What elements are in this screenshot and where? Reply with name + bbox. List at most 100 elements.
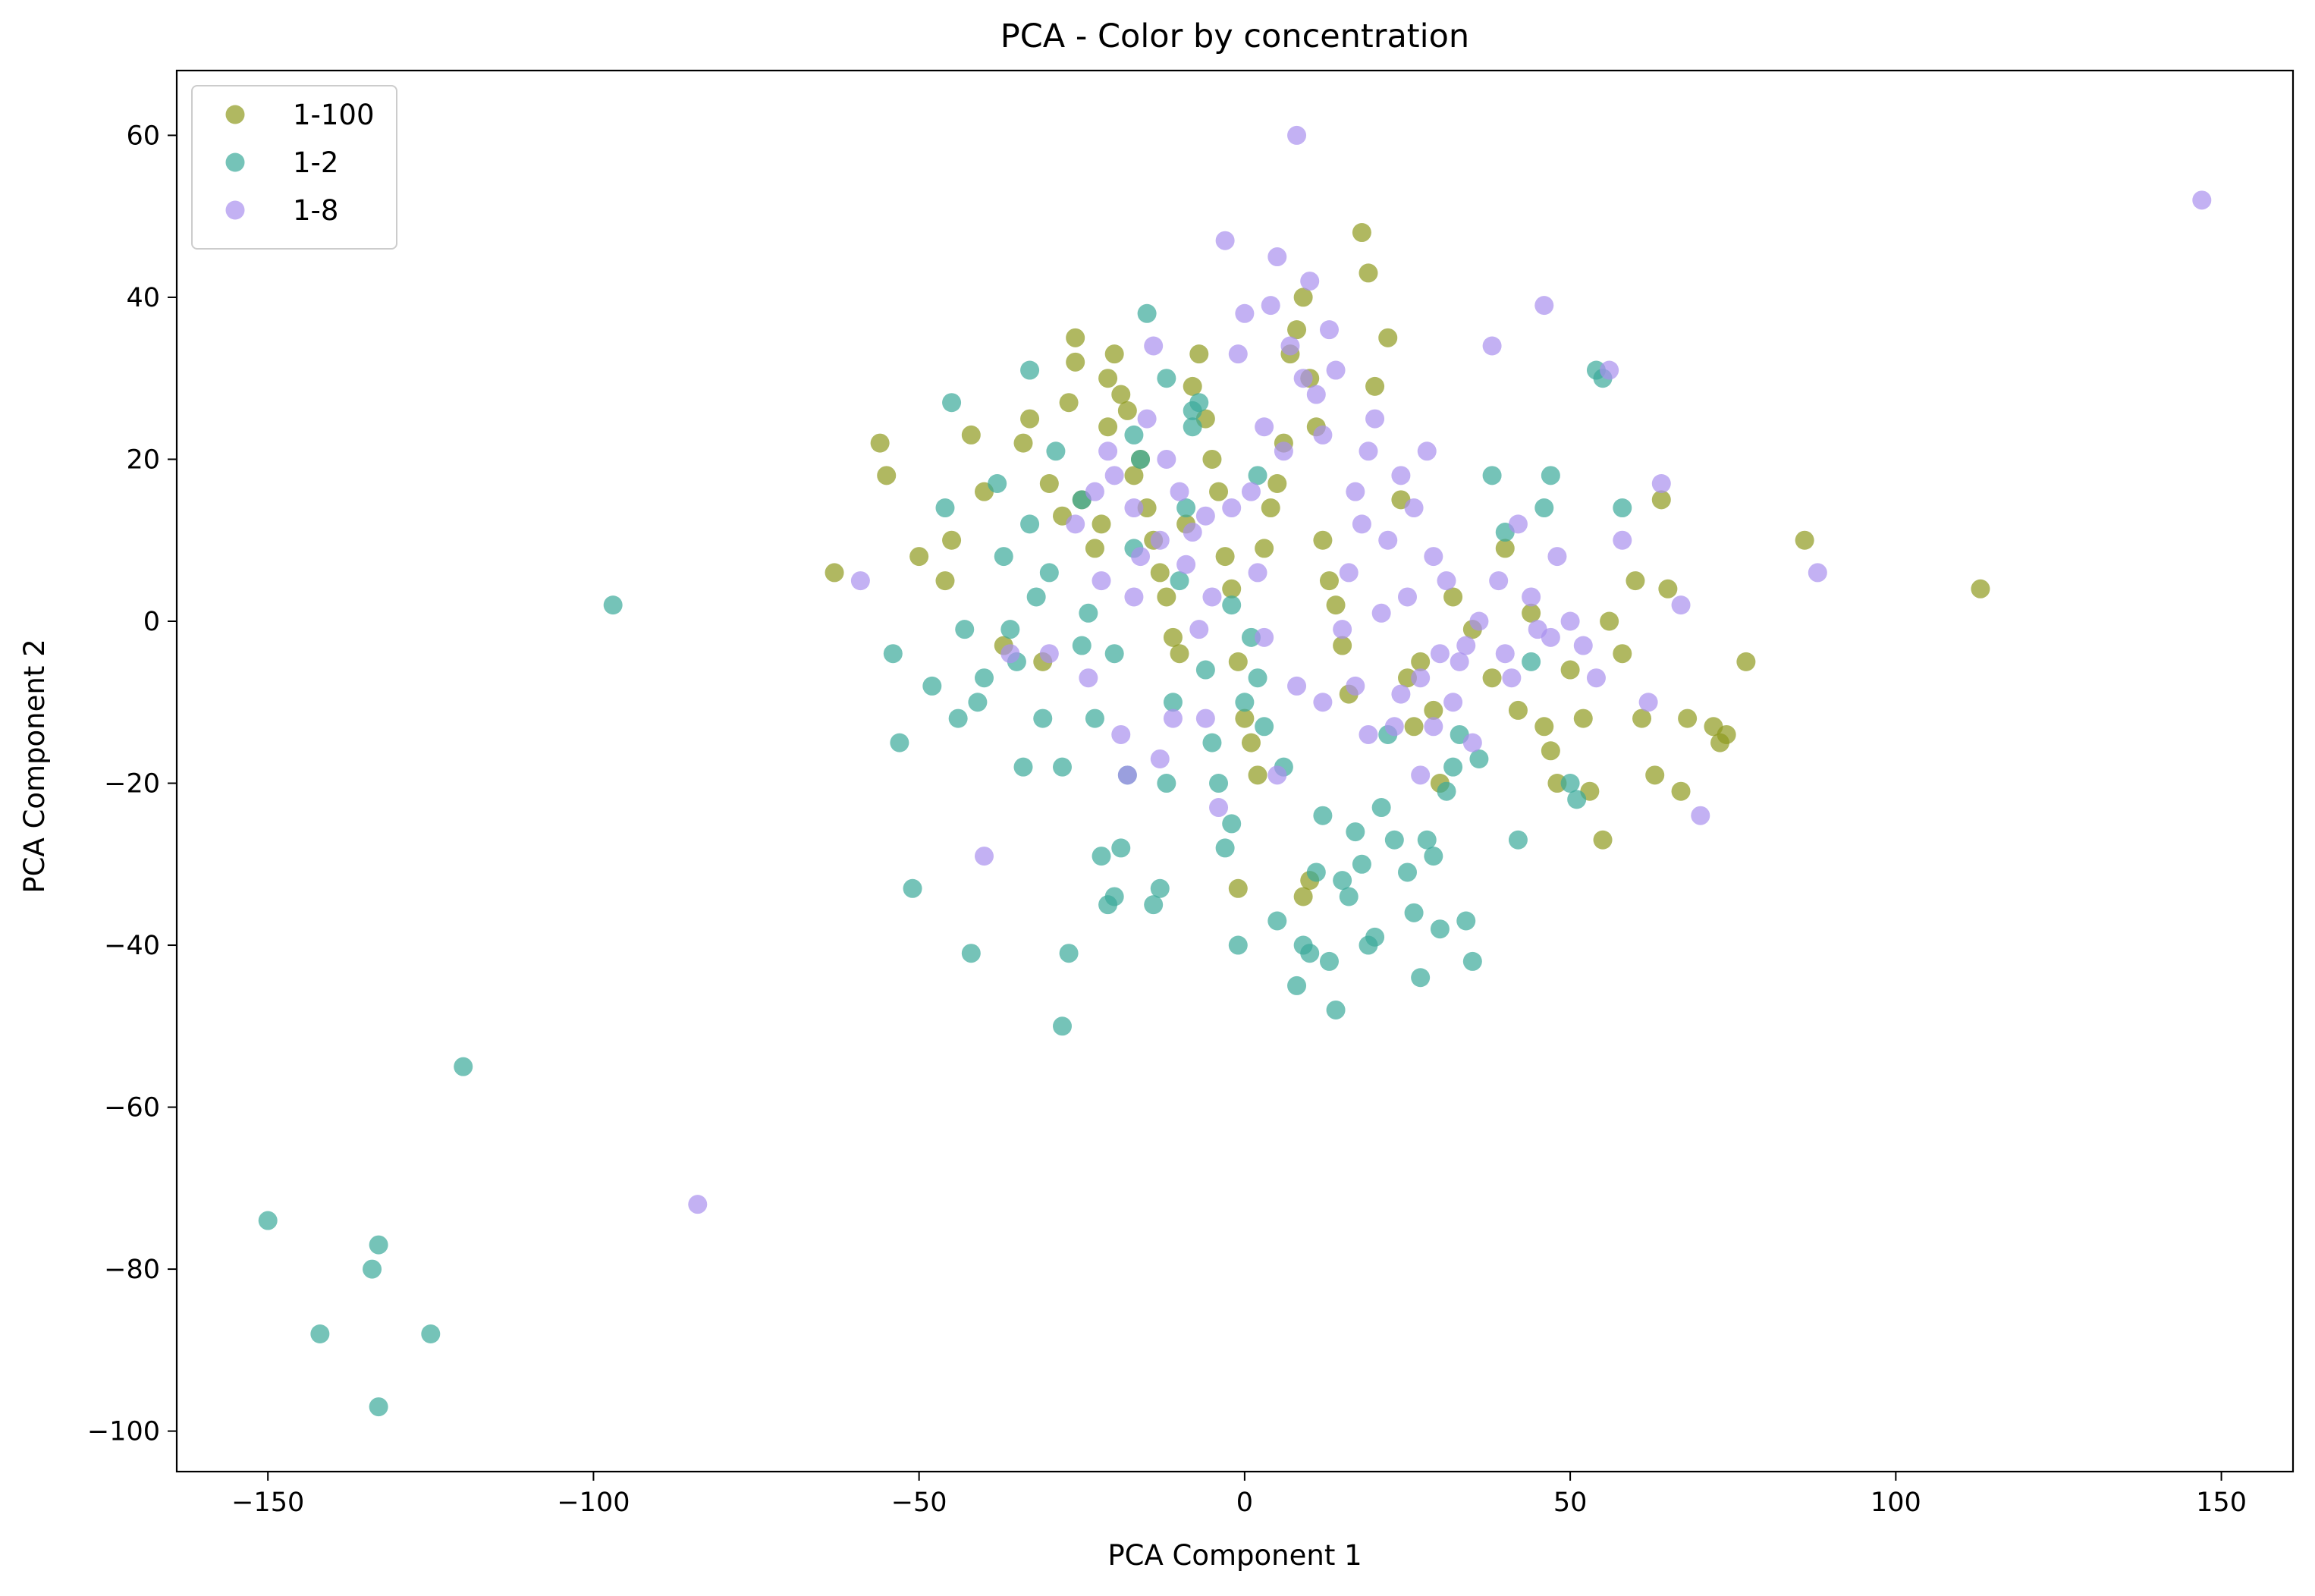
data-point xyxy=(1287,676,1307,696)
data-point xyxy=(1391,466,1411,485)
data-point xyxy=(922,676,942,696)
data-point xyxy=(1371,603,1391,623)
data-point xyxy=(1378,328,1398,347)
data-point xyxy=(1228,935,1248,955)
data-point xyxy=(1092,847,1111,866)
data-point xyxy=(1235,303,1255,323)
data-point xyxy=(1000,644,1020,664)
data-point xyxy=(1346,482,1365,501)
data-point xyxy=(1163,708,1183,728)
data-point xyxy=(1560,611,1580,631)
data-point xyxy=(974,847,994,866)
data-point xyxy=(1124,466,1144,485)
data-point xyxy=(1085,482,1104,501)
data-point xyxy=(1469,749,1489,768)
data-point xyxy=(1228,652,1248,671)
data-point xyxy=(1489,571,1509,591)
data-point xyxy=(1104,466,1124,485)
x-tick-label: −50 xyxy=(891,1488,947,1518)
data-point xyxy=(1157,587,1176,607)
data-point xyxy=(1215,231,1235,250)
data-point xyxy=(1397,587,1417,607)
data-point xyxy=(1560,774,1580,793)
data-point xyxy=(1222,498,1242,518)
data-point xyxy=(1613,498,1632,518)
data-point xyxy=(1124,587,1144,607)
data-point xyxy=(968,693,988,712)
data-point xyxy=(877,466,897,485)
data-point xyxy=(1255,539,1274,558)
data-point xyxy=(1547,774,1567,793)
data-point xyxy=(1313,806,1333,825)
data-point xyxy=(1183,417,1202,437)
y-tick-label: 20 xyxy=(126,445,160,475)
data-point xyxy=(1255,717,1274,737)
data-point xyxy=(1079,668,1098,688)
data-point xyxy=(1066,514,1085,534)
data-point xyxy=(850,571,870,591)
data-point xyxy=(1443,693,1463,712)
data-point xyxy=(1404,903,1424,922)
data-point xyxy=(1359,441,1378,461)
data-point xyxy=(1241,733,1261,752)
data-point xyxy=(2192,190,2212,210)
data-point xyxy=(1651,473,1671,493)
data-point xyxy=(1456,636,1476,655)
data-point xyxy=(1417,830,1437,850)
data-point xyxy=(1020,360,1040,380)
data-point xyxy=(1222,814,1242,834)
data-point xyxy=(688,1195,708,1214)
data-point xyxy=(1613,530,1632,550)
data-point xyxy=(1613,644,1632,664)
data-point xyxy=(1274,441,1293,461)
data-point xyxy=(1261,296,1280,316)
data-point xyxy=(903,878,922,898)
data-point xyxy=(1319,571,1339,591)
data-point xyxy=(1443,757,1463,777)
data-point xyxy=(1534,296,1554,316)
x-tick-label: 50 xyxy=(1553,1488,1588,1518)
data-point xyxy=(1111,385,1131,404)
data-point xyxy=(1541,741,1560,761)
legend-marker xyxy=(225,200,245,220)
data-point xyxy=(1111,724,1131,744)
data-point xyxy=(1183,376,1202,396)
data-point xyxy=(1971,579,1990,598)
data-point xyxy=(1522,603,1541,623)
data-point xyxy=(603,595,623,615)
data-point xyxy=(1209,482,1229,501)
data-point xyxy=(1469,611,1489,631)
y-tick-label: 40 xyxy=(126,283,160,313)
data-point xyxy=(1117,765,1137,785)
data-point xyxy=(310,1324,330,1344)
y-tick-label: −40 xyxy=(104,931,160,961)
data-point xyxy=(1678,708,1698,728)
data-point xyxy=(1261,498,1280,518)
data-point xyxy=(1104,887,1124,906)
data-point xyxy=(961,425,981,445)
data-point xyxy=(1626,571,1645,591)
data-point xyxy=(1352,514,1371,534)
data-point xyxy=(1313,530,1333,550)
data-point xyxy=(1573,708,1593,728)
data-point xyxy=(1053,757,1073,777)
data-point xyxy=(974,668,994,688)
data-point xyxy=(1443,587,1463,607)
data-point xyxy=(870,433,890,453)
data-point xyxy=(1131,449,1151,469)
x-tick-label: 0 xyxy=(1236,1488,1253,1518)
legend-marker xyxy=(225,152,245,172)
data-point xyxy=(1287,125,1307,145)
data-point xyxy=(1658,579,1678,598)
data-point xyxy=(1404,498,1424,518)
data-point xyxy=(1333,636,1352,655)
data-point xyxy=(1437,781,1456,801)
legend-label: 1-8 xyxy=(293,194,338,227)
data-point xyxy=(1424,847,1443,866)
data-point xyxy=(1092,571,1111,591)
data-point xyxy=(1391,684,1411,704)
data-point xyxy=(1267,473,1287,493)
data-point xyxy=(961,944,981,963)
data-point xyxy=(1333,620,1352,639)
